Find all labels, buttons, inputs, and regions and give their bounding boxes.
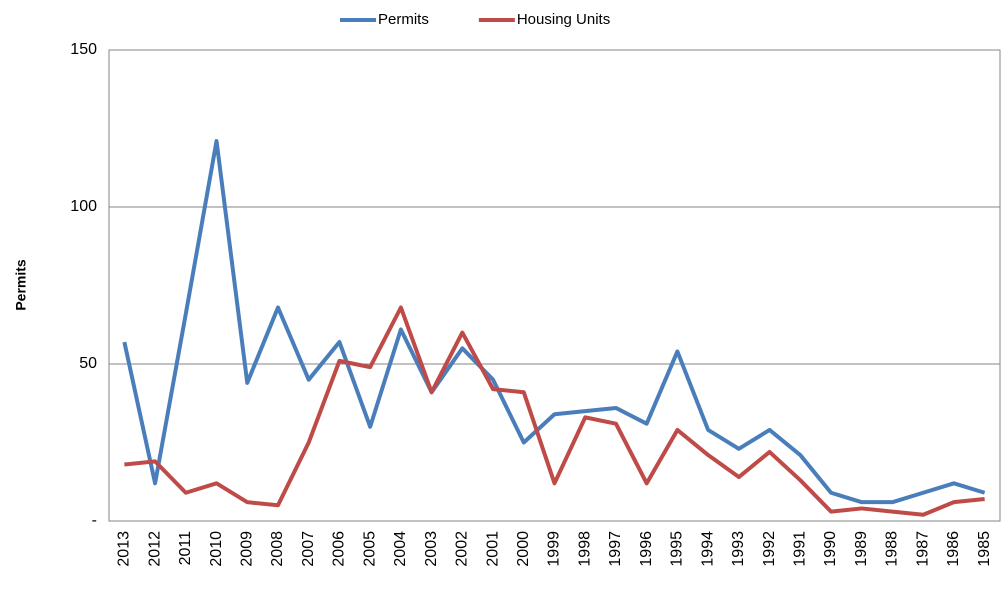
x-tick-label: 2010 [208, 531, 225, 567]
series-line [122, 139, 986, 505]
legend-label: Housing Units [517, 11, 610, 28]
x-tick-label: 1994 [699, 531, 716, 567]
y-tick-label: 50 [79, 355, 97, 372]
legend-label: Permits [378, 11, 429, 28]
x-tick-label: 2004 [392, 531, 409, 567]
x-tick-label: 1985 [976, 531, 993, 567]
x-tick-label: 1992 [761, 531, 778, 567]
x-tick-label: 1996 [638, 531, 655, 567]
plot-border [108, 49, 1001, 522]
x-tick-label: 2012 [146, 531, 163, 567]
y-tick-label: 100 [70, 198, 97, 215]
x-tick-label: 2009 [238, 531, 255, 567]
x-tick-label: 1990 [822, 531, 839, 567]
x-tick-label: 2003 [423, 531, 440, 567]
x-tick-label: 1997 [607, 531, 624, 567]
x-tick-label: 2006 [331, 531, 348, 567]
x-tick-label: 1991 [792, 531, 809, 567]
x-tick-label: 1988 [884, 531, 901, 567]
x-tick-label: 1986 [945, 531, 962, 567]
x-tick-label: 1987 [914, 531, 931, 567]
series-line [124, 305, 985, 517]
y-tick-label: 150 [70, 41, 97, 58]
x-tick-label: 2008 [269, 531, 286, 567]
x-tick-label: 2005 [361, 531, 378, 567]
y-axis-label: Permits [13, 259, 29, 311]
x-tick-label: 1989 [853, 531, 870, 567]
x-tick-label: 1999 [546, 531, 563, 567]
x-tick-label: 1995 [669, 531, 686, 567]
x-tick-label: 2002 [454, 531, 471, 567]
x-tick-label: 2011 [177, 531, 194, 566]
x-tick-label: 2001 [484, 531, 501, 567]
x-tick-label: 2007 [300, 531, 317, 567]
x-tick-label: 1993 [730, 531, 747, 567]
x-tick-label: 1998 [576, 531, 593, 567]
x-tick-label: 2013 [116, 531, 133, 567]
y-tick-label: - [92, 512, 97, 529]
x-tick-label: 2000 [515, 531, 532, 567]
